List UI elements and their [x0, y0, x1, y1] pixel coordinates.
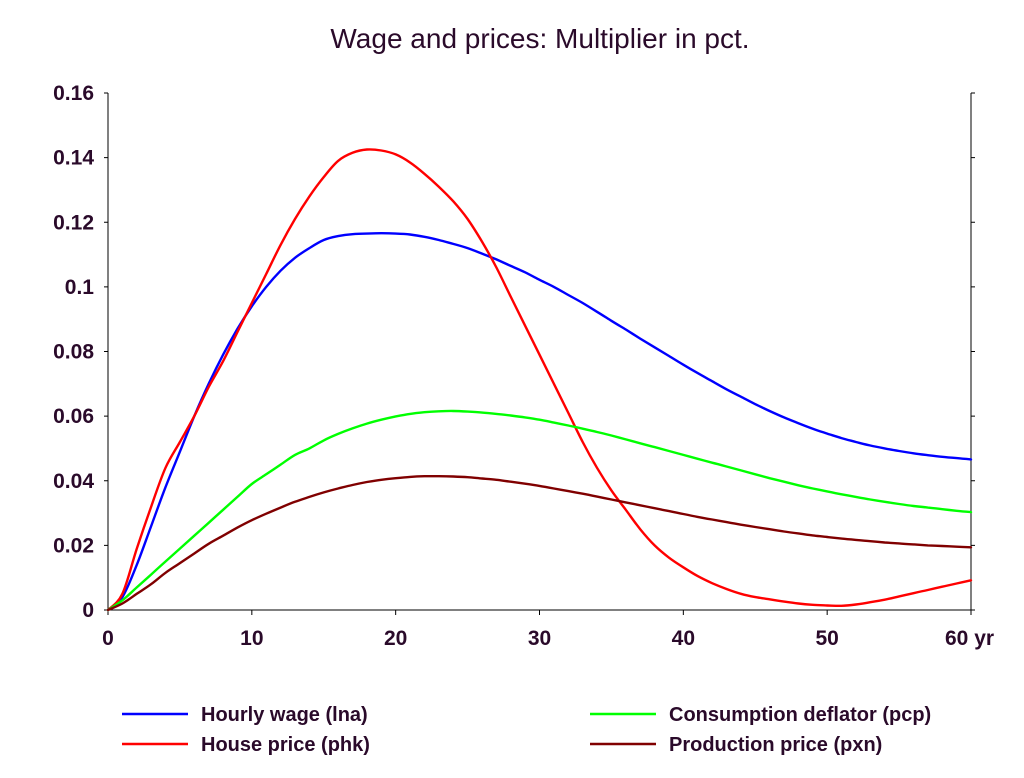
y-tick-label: 0.16 [53, 82, 94, 105]
legend-label: Consumption deflator (pcp) [669, 704, 931, 726]
x-tick-label: 10 [240, 627, 263, 650]
y-tick-label: 0 [82, 599, 94, 622]
x-tick-label: 50 [815, 627, 838, 650]
y-tick-label: 0.06 [53, 405, 94, 428]
series-line-4 [106, 474, 973, 612]
y-tick-label: 0.1 [65, 276, 95, 299]
chart-title: Wage and prices: Multiplier in pct. [330, 23, 749, 54]
y-tick-label: 0.04 [53, 470, 94, 493]
x-tick-label: 0 [102, 627, 114, 650]
y-tick-label: 0.02 [53, 534, 94, 557]
legend-label: Production price (pxn) [669, 734, 882, 756]
x-tick-label: 30 [528, 627, 551, 650]
x-tick-label: 20 [384, 627, 407, 650]
series-line-1 [106, 232, 973, 612]
legend-label: Hourly wage (lna) [201, 704, 368, 726]
series-line-3 [106, 409, 973, 612]
x-tick-label: 40 [672, 627, 695, 650]
y-tick-label: 0.12 [53, 211, 94, 234]
y-tick-label: 0.08 [53, 341, 94, 364]
legend: Hourly wage (lna) House price (phk) Consum… [122, 704, 931, 756]
series-line-2 [106, 148, 973, 612]
plot-axes: 0 0.02 0.04 0.06 0.08 0.1 0.12 0.14 0.16 0 10 20 30 4… [53, 82, 994, 650]
series-lines [106, 148, 973, 612]
legend-label: House price (phk) [201, 734, 370, 756]
y-tick-label: 0.14 [53, 147, 94, 170]
x-tick-label: 60 yr [945, 627, 994, 650]
